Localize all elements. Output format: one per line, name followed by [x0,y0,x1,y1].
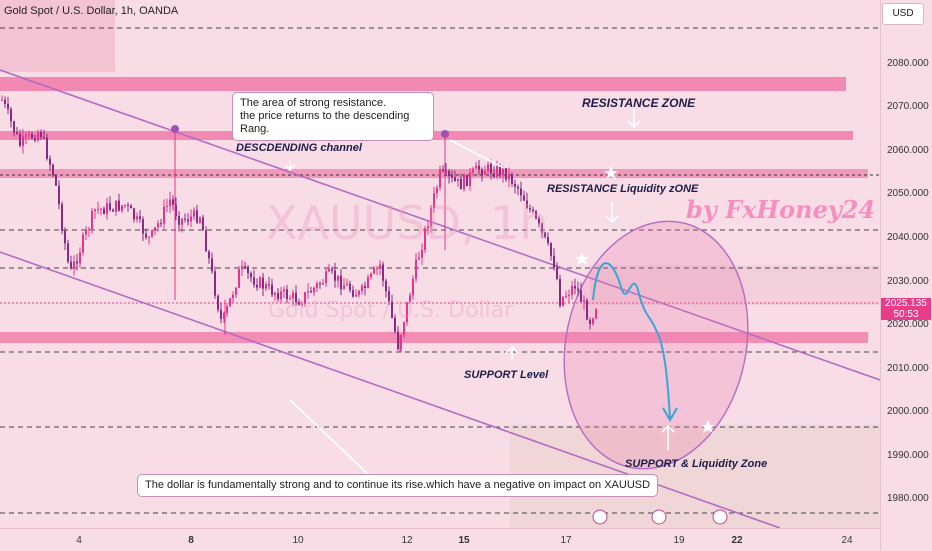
x-tick: 17 [560,535,572,546]
white-arrows [284,108,675,479]
dashed-levels [0,27,880,514]
resistance-callout-line2: the price returns to the descending Rang… [240,110,410,135]
resistance-callout-line1: The area of strong resistance. [240,97,387,109]
current-price-tag: 2025.135 50:53 [881,298,931,320]
resistance-liquidity-label: RESISTANCE Liquidity zONE [547,183,699,195]
candles [1,95,597,353]
dollar-callout[interactable]: The dollar is fundamentally strong and t… [137,474,659,497]
watermark-name: Gold Spot / U.S. Dollar [268,298,514,323]
price-axis[interactable]: 2080.000 2070.000 2060.000 2050.000 2040… [880,0,932,550]
x-tick: 8 [188,535,194,546]
time-axis[interactable]: 4 8 10 12 15 17 19 22 24 [0,528,880,551]
current-price-value: 2025.135 [885,298,927,309]
event-flags [592,509,728,525]
channel-touch-2 [441,130,449,138]
resistance-liquidity-zone [0,169,868,178]
watermark-symbol: XAUUSD, 1h [266,196,549,250]
x-tick: 19 [673,535,685,546]
y-tick: 2000.000 [887,406,929,417]
liquidity-ellipse [563,220,749,470]
symbol-title[interactable]: Gold Spot / U.S. Dollar, 1h, OANDA [4,5,179,17]
x-tick: 12 [401,535,413,546]
y-tick: 2020.000 [887,319,929,330]
top-left-shade [0,0,115,72]
dollar-callout-text: The dollar is fundamentally strong and t… [145,479,651,491]
x-tick: 4 [76,535,82,546]
x-tick: 15 [458,535,470,546]
y-tick: 2010.000 [887,363,929,374]
y-tick: 2080.000 [887,58,929,69]
y-tick: 2050.000 [887,188,929,199]
support-liquidity-label: SUPPORT & Liquidity Zone [625,458,768,470]
currency-button[interactable]: USD [882,3,924,25]
x-tick: 10 [292,535,304,546]
x-tick: 22 [731,535,743,546]
resistance-zone-label: RESISTANCE ZONE [582,96,696,110]
chart-canvas[interactable] [0,0,880,528]
y-tick: 1990.000 [887,450,929,461]
projection-path [592,262,671,419]
star-markers [575,166,715,433]
support-level-label: SUPPORT Level [464,369,549,381]
y-tick: 2040.000 [887,232,929,243]
y-tick: 1980.000 [887,493,929,504]
y-tick: 2060.000 [887,145,929,156]
right-shade-upper [590,265,880,305]
resistance-callout[interactable]: The area of strong resistance. the price… [232,92,434,141]
x-tick: 24 [841,535,853,546]
resistance-zone-top [0,77,846,91]
descending-channel-label: DESCDENDING channel [236,142,362,154]
chart-pane[interactable]: Gold Spot / U.S. Dollar, 1h, OANDA XAUUS… [0,0,880,528]
y-tick: 2070.000 [887,101,929,112]
support-zone [0,332,868,343]
bar-countdown: 50:53 [893,309,919,320]
projection-arrowhead [662,407,678,422]
channel-touch-1 [171,125,179,133]
brand-watermark: by FxHoney24 [686,195,876,224]
y-tick: 2030.000 [887,276,929,287]
